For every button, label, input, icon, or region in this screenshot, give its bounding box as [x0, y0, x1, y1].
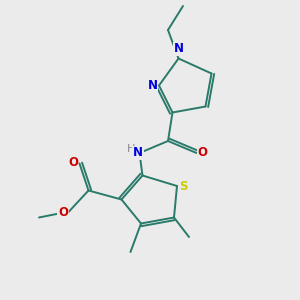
Text: N: N — [147, 79, 158, 92]
Text: N: N — [173, 43, 184, 56]
Text: O: O — [68, 155, 78, 169]
Text: N: N — [133, 146, 143, 160]
Text: O: O — [58, 206, 68, 220]
Text: S: S — [179, 179, 188, 193]
Text: H: H — [127, 144, 136, 154]
Text: O: O — [197, 146, 208, 160]
